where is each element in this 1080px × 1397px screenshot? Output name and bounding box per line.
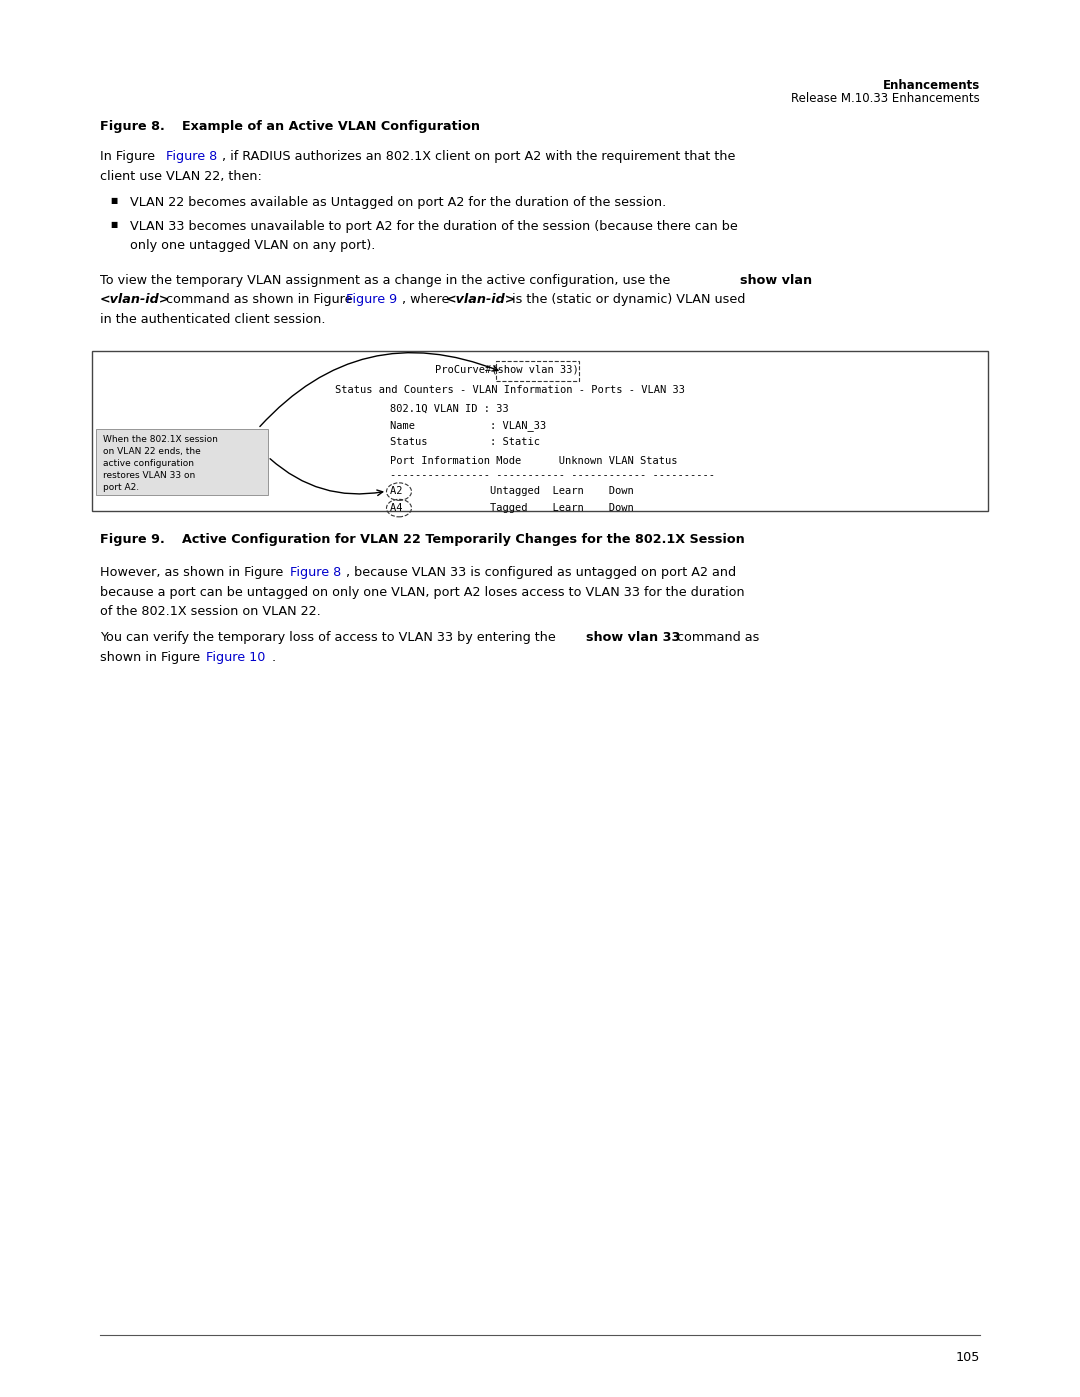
FancyBboxPatch shape <box>92 351 988 511</box>
Text: shown in Figure: shown in Figure <box>100 651 204 664</box>
Text: <vlan-id>: <vlan-id> <box>446 293 516 306</box>
Text: Port Information Mode      Unknown VLAN Status: Port Information Mode Unknown VLAN Statu… <box>390 457 677 467</box>
Text: However, as shown in Figure: However, as shown in Figure <box>100 566 287 578</box>
Text: Status          : Static: Status : Static <box>390 437 540 447</box>
Text: VLAN 22 becomes available as Untagged on port A2 for the duration of the session: VLAN 22 becomes available as Untagged on… <box>130 196 666 210</box>
Text: Figure 9: Figure 9 <box>346 293 397 306</box>
Text: Active Configuration for VLAN 22 Temporarily Changes for the 802.1X Session: Active Configuration for VLAN 22 Tempora… <box>183 534 745 546</box>
Text: Figure 10: Figure 10 <box>206 651 266 664</box>
Text: ■: ■ <box>110 219 118 229</box>
Text: Enhancements: Enhancements <box>882 80 980 92</box>
Text: 105: 105 <box>956 1351 980 1363</box>
Text: , where: , where <box>402 293 454 306</box>
Text: ProCurve#(show vlan 33): ProCurve#(show vlan 33) <box>435 365 579 374</box>
Text: You can verify the temporary loss of access to VLAN 33 by entering the: You can verify the temporary loss of acc… <box>100 631 559 644</box>
Text: because a port can be untagged on only one VLAN, port A2 loses access to VLAN 33: because a port can be untagged on only o… <box>100 585 744 598</box>
Text: Name            : VLAN_33: Name : VLAN_33 <box>390 420 546 432</box>
Text: In Figure: In Figure <box>100 149 159 163</box>
Text: Figure 8.: Figure 8. <box>100 120 165 133</box>
Text: ■: ■ <box>110 196 118 205</box>
Text: Example of an Active VLAN Configuration: Example of an Active VLAN Configuration <box>183 120 480 133</box>
FancyBboxPatch shape <box>96 429 268 495</box>
Text: of the 802.1X session on VLAN 22.: of the 802.1X session on VLAN 22. <box>100 605 321 617</box>
Text: command as shown in Figure: command as shown in Figure <box>162 293 356 306</box>
Text: Release M.10.33 Enhancements: Release M.10.33 Enhancements <box>792 92 980 105</box>
Text: .: . <box>271 651 275 664</box>
Text: Figure 8: Figure 8 <box>289 566 341 578</box>
Text: Status and Counters - VLAN Information - Ports - VLAN 33: Status and Counters - VLAN Information -… <box>335 386 685 395</box>
Text: show vlan: show vlan <box>740 274 812 286</box>
Text: in the authenticated client session.: in the authenticated client session. <box>100 313 325 326</box>
Text: , because VLAN 33 is configured as untagged on port A2 and: , because VLAN 33 is configured as untag… <box>346 566 735 578</box>
Text: VLAN 33 becomes unavailable to port A2 for the duration of the session (because : VLAN 33 becomes unavailable to port A2 f… <box>130 219 738 232</box>
Text: A4              Tagged    Learn    Down: A4 Tagged Learn Down <box>390 503 634 513</box>
Text: 802.1Q VLAN ID : 33: 802.1Q VLAN ID : 33 <box>390 404 509 414</box>
Text: ---------------- ----------- ------------ ----------: ---------------- ----------- -----------… <box>390 469 715 479</box>
Text: show vlan 33: show vlan 33 <box>586 631 680 644</box>
Text: A2              Untagged  Learn    Down: A2 Untagged Learn Down <box>390 486 634 496</box>
Text: To view the temporary VLAN assignment as a change in the active configuration, u: To view the temporary VLAN assignment as… <box>100 274 674 286</box>
Text: is the (static or dynamic) VLAN used: is the (static or dynamic) VLAN used <box>508 293 745 306</box>
Text: When the 802.1X session
on VLAN 22 ends, the
active configuration
restores VLAN : When the 802.1X session on VLAN 22 ends,… <box>103 434 218 492</box>
Text: Figure 9.: Figure 9. <box>100 534 165 546</box>
Text: only one untagged VLAN on any port).: only one untagged VLAN on any port). <box>130 239 376 251</box>
Text: , if RADIUS authorizes an 802.1X client on port A2 with the requirement that the: , if RADIUS authorizes an 802.1X client … <box>221 149 734 163</box>
Text: <vlan-id>: <vlan-id> <box>100 293 171 306</box>
Text: Figure 8: Figure 8 <box>165 149 217 163</box>
Text: command as: command as <box>673 631 759 644</box>
Text: client use VLAN 22, then:: client use VLAN 22, then: <box>100 169 261 183</box>
